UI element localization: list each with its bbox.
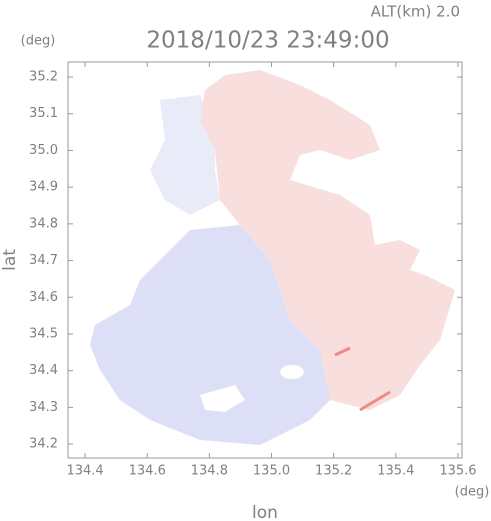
radar-field [90, 70, 455, 445]
y-unit: (deg) [21, 34, 56, 49]
field-gap [280, 365, 304, 379]
y-tick-label: 35.1 [29, 106, 58, 121]
x-tick-label: 134.4 [66, 464, 103, 479]
x-tick-label: 134.6 [129, 464, 166, 479]
chart-title: 2018/10/23 23:49:00 [146, 28, 389, 54]
y-tick-label: 34.5 [29, 326, 58, 341]
x-unit: (deg) [455, 485, 490, 500]
y-tick-label: 34.2 [29, 437, 58, 452]
chart-subtitle: ALT(km) 2.0 [371, 3, 460, 21]
field-streak [334, 346, 351, 357]
plot-frame [67, 61, 463, 459]
y-tick-label: 34.6 [29, 290, 58, 305]
x-tick-label: 135.2 [315, 464, 352, 479]
y-tick-label: 34.7 [29, 253, 58, 268]
field-gap [200, 385, 245, 412]
y-tick-label: 34.3 [29, 400, 58, 415]
y-tick-label: 34.4 [29, 363, 58, 378]
y-tick-label: 35.0 [29, 143, 58, 158]
x-tick-label: 134.8 [191, 464, 228, 479]
x-tick-label: 135.0 [253, 464, 290, 479]
x-tick-label: 135.4 [377, 464, 414, 479]
field-streak [359, 390, 391, 412]
y-tick-label: 34.8 [29, 216, 58, 231]
field-region [90, 225, 330, 445]
field-region [200, 70, 455, 410]
x-tick-label: 135.6 [439, 464, 476, 479]
y-axis-label: lat [0, 249, 20, 271]
y-tick-label: 34.9 [29, 180, 58, 195]
x-axis-label: lon [252, 503, 278, 521]
y-tick-label: 35.2 [29, 70, 58, 85]
